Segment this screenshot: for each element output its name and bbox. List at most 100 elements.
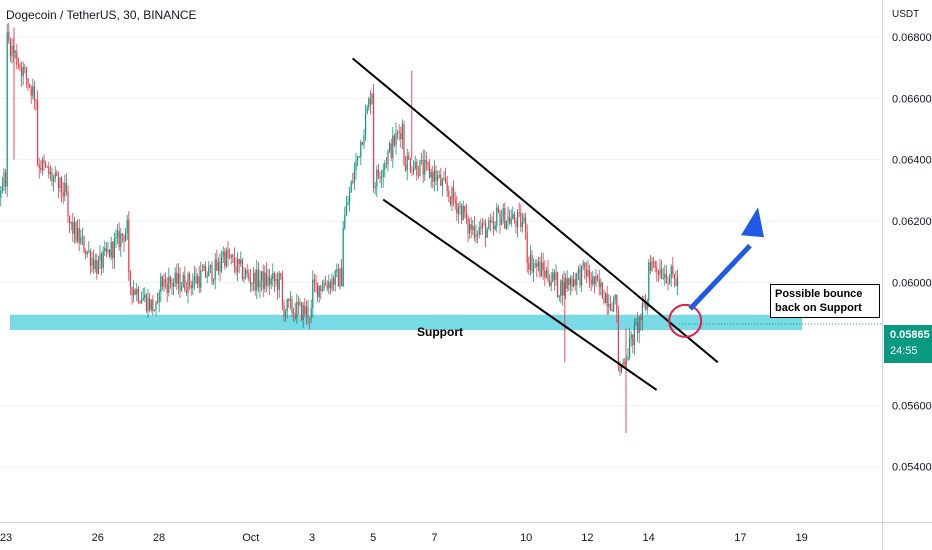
candle-body <box>329 281 331 289</box>
candle-body <box>470 224 472 230</box>
candle-body <box>163 279 165 287</box>
candle-body <box>513 213 515 222</box>
candle-body <box>102 250 104 268</box>
candle-body <box>142 297 144 301</box>
candle-body <box>261 271 263 281</box>
candle-body <box>48 166 50 175</box>
candle-body <box>491 221 493 223</box>
candle-body <box>30 86 32 96</box>
candle-body <box>206 276 208 278</box>
candle-body <box>181 286 183 291</box>
candle-body <box>561 280 563 296</box>
candle-body <box>222 251 224 258</box>
candle-body <box>301 302 303 321</box>
candle-body <box>184 275 186 291</box>
candle-body <box>462 205 464 221</box>
candle-body <box>422 160 424 175</box>
candle-body <box>275 279 277 282</box>
candle-body <box>307 307 309 319</box>
time-tick-label: 23 <box>0 532 12 544</box>
candle-body <box>221 257 223 272</box>
candle-body <box>249 278 251 285</box>
candle-body <box>488 220 490 230</box>
symbol-title[interactable]: Dogecoin / TetherUS, 30, BINANCE <box>6 8 197 22</box>
candle-body <box>115 237 117 239</box>
candle-body <box>473 226 475 238</box>
candle-body <box>320 285 322 291</box>
candle-body <box>317 283 319 297</box>
bounce-circle <box>668 303 703 338</box>
candle-body <box>137 288 139 302</box>
candle-body <box>256 269 258 291</box>
channel-upper-line <box>351 57 719 364</box>
candle-body <box>629 338 631 358</box>
candle-body <box>54 172 56 179</box>
candle-body <box>78 227 80 243</box>
candle-body <box>208 266 210 277</box>
candle-body <box>499 212 501 226</box>
candle-body <box>608 303 610 307</box>
candle-body <box>315 282 317 284</box>
candle-body <box>190 285 192 289</box>
candle-body <box>185 290 187 294</box>
candle-body <box>334 271 336 285</box>
candle-body <box>280 273 282 278</box>
candle-body <box>182 275 184 287</box>
candle-body <box>465 212 467 219</box>
candle-body <box>517 212 519 228</box>
candle-body <box>193 275 195 282</box>
candle-body <box>277 279 279 290</box>
candle-body <box>59 177 61 188</box>
candle-body <box>518 212 520 213</box>
candle-body <box>11 45 13 57</box>
candle-body <box>173 282 175 287</box>
time-tick-label: 19 <box>795 532 807 544</box>
candle-body <box>579 269 581 286</box>
candle-body <box>289 299 291 302</box>
candle-body <box>349 192 351 203</box>
candle-body <box>454 199 456 203</box>
candle-body <box>328 281 330 289</box>
candle-body <box>677 277 679 286</box>
candle-body <box>128 219 130 273</box>
candle-body <box>438 174 440 177</box>
candle-body <box>75 222 77 241</box>
candle-body <box>299 302 301 305</box>
candle-body <box>9 40 11 57</box>
candle-body <box>541 262 543 276</box>
candle-body <box>272 273 274 279</box>
candle-body <box>421 160 423 161</box>
candle-body <box>107 249 109 252</box>
candle-body <box>593 276 595 285</box>
candle-body <box>110 242 112 257</box>
candle-body <box>305 307 307 315</box>
candle-body <box>77 227 79 241</box>
candle-body <box>361 141 363 145</box>
candle-body <box>397 132 399 133</box>
price-tick-label: 0.06000 <box>892 277 932 289</box>
candle-body <box>99 253 101 261</box>
candle-body <box>171 282 173 287</box>
candle-body <box>213 279 215 282</box>
last-price-value: 0.05865 <box>890 329 930 341</box>
candle-body <box>435 170 437 181</box>
bounce-note[interactable]: Possible bounce back on Support <box>770 284 880 318</box>
candle-body <box>531 254 533 272</box>
candle-body <box>512 213 514 219</box>
candle-body <box>197 276 199 284</box>
candle-body <box>149 297 151 310</box>
candle-body <box>24 67 26 69</box>
candle-body <box>429 165 431 178</box>
candle-body <box>5 172 7 187</box>
candle-body <box>296 301 298 319</box>
candle-body <box>569 278 571 286</box>
candle-body <box>446 182 448 191</box>
candle-body <box>605 293 607 303</box>
candle-body <box>40 168 42 171</box>
candle-body <box>483 222 485 224</box>
candle-body <box>73 222 75 235</box>
candle-body <box>195 275 197 284</box>
candle-body <box>529 254 531 270</box>
candle-body <box>341 268 343 287</box>
